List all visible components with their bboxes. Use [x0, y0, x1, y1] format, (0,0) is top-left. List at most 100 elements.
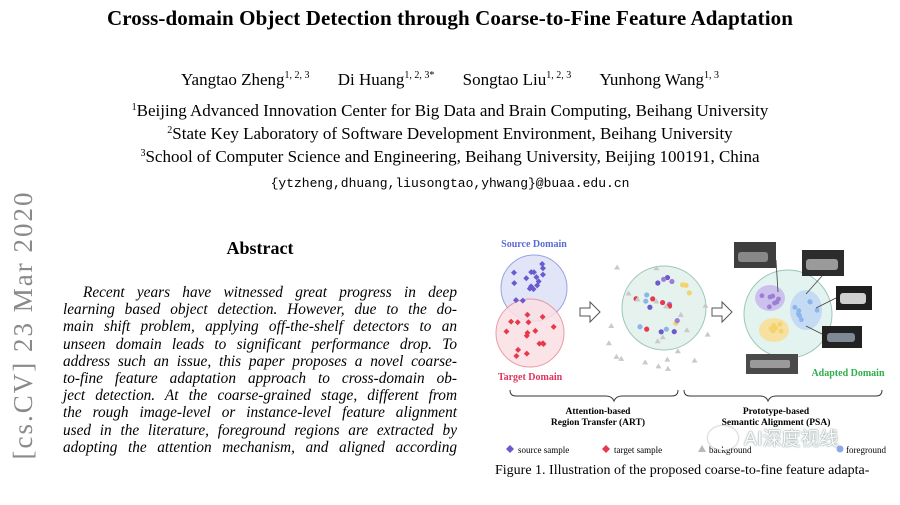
- sample-marker: [759, 293, 765, 299]
- legend-target: target sample: [614, 445, 662, 455]
- abstract-line: used in the literature, foreground regio…: [63, 421, 457, 439]
- sample-marker: [686, 290, 692, 296]
- car-shape: [750, 360, 790, 368]
- author-list: Yangtao Zheng1, 2, 3 Di Huang1, 2, 3* So…: [0, 70, 900, 90]
- sample-marker: [674, 318, 680, 324]
- blue-cluster: [790, 290, 822, 330]
- sample-marker: [814, 307, 820, 313]
- sample-marker: [702, 302, 709, 308]
- background-sample-markers: [605, 264, 711, 371]
- sample-marker: [655, 363, 662, 369]
- sample-marker: [659, 334, 666, 340]
- sample-marker: [674, 348, 681, 354]
- sample-marker: [659, 299, 666, 306]
- adapted-domain-label: Adapted Domain: [811, 368, 885, 379]
- sample-marker: [533, 274, 540, 281]
- sample-marker: [513, 352, 520, 359]
- abstract-heading: Abstract: [226, 238, 294, 258]
- sample-marker: [625, 290, 632, 296]
- target-legend-marker: [602, 445, 610, 453]
- sample-marker: [605, 340, 612, 346]
- watermark: AI深度视线: [708, 424, 839, 451]
- sample-marker: [539, 265, 546, 272]
- legend-background: background: [709, 445, 752, 455]
- sample-marker: [532, 327, 539, 334]
- method-illustration-figure: Source Domain Target Domain Adapted Doma…: [495, 239, 886, 455]
- sample-marker: [523, 275, 530, 282]
- paper-title: Cross-domain Object Detection through Co…: [106, 6, 794, 30]
- sample-marker: [664, 274, 671, 281]
- sample-marker: [539, 340, 546, 347]
- sample-marker: [523, 332, 530, 339]
- sample-marker: [642, 359, 649, 365]
- arxiv-stamp: [cs.CV] 23 Mar 2020: [8, 190, 38, 460]
- sample-marker: [671, 329, 677, 335]
- sample-marker: [792, 304, 798, 310]
- foreground-legend-marker: [836, 445, 844, 453]
- abstract-line: Recent years have witnessed great progre…: [83, 284, 457, 301]
- abstract-line: ject detection. At the coarse-grained st…: [63, 387, 457, 405]
- sample-marker: [539, 271, 546, 278]
- sample-marker: [523, 350, 530, 357]
- sample-marker: [614, 264, 621, 270]
- source-domain-label: Source Domain: [501, 239, 567, 250]
- sample-marker: [661, 276, 667, 282]
- author-emails[interactable]: {ytzheng,dhuang,liusongtao,yhwang}@buaa.…: [270, 176, 630, 191]
- arrow-icon: [711, 300, 733, 324]
- legend-foreground: foreground: [846, 445, 886, 455]
- sample-marker: [767, 304, 772, 310]
- pointer-line: [775, 259, 779, 293]
- sample-marker: [653, 265, 660, 271]
- sample-marker: [664, 356, 671, 362]
- sample-marker: [550, 323, 557, 330]
- sample-marker: [534, 282, 541, 289]
- sample-marker: [528, 269, 535, 276]
- sample-marker: [663, 303, 670, 309]
- sample-marker: [643, 298, 649, 304]
- psa-label: Semantic Alignment (PSA): [722, 417, 831, 428]
- car-shape: [840, 293, 866, 304]
- sample-marker: [654, 338, 661, 344]
- sample-marker: [634, 296, 641, 302]
- sample-marker: [767, 294, 773, 300]
- art-sample-markers: [633, 274, 692, 335]
- pointer-line: [815, 297, 837, 309]
- sample-marker: [503, 328, 510, 335]
- sample-marker: [637, 324, 643, 330]
- sample-marker: [647, 304, 653, 310]
- sample-marker: [677, 311, 684, 317]
- sample-marker: [539, 313, 546, 320]
- sample-marker: [526, 285, 533, 292]
- abstract-line: learning based object detection. However…: [63, 301, 457, 319]
- source-legend-marker: [506, 445, 514, 453]
- sample-marker: [535, 278, 542, 285]
- sample-marker: [655, 280, 661, 286]
- psa-sample-markers: [759, 293, 820, 334]
- sample-marker: [797, 313, 802, 319]
- target-domain-label: Target Domain: [498, 372, 563, 383]
- sample-marker: [653, 298, 660, 304]
- arrow-icon: [579, 300, 601, 324]
- sample-marker: [798, 317, 804, 323]
- car-shape: [738, 252, 768, 262]
- abstract-line: adopting the attention mechanism, and al…: [63, 438, 457, 456]
- sample-marker: [644, 292, 650, 298]
- author: Yunhong Wang1, 3: [599, 70, 720, 89]
- sample-marker: [511, 269, 518, 276]
- background-legend-marker: [698, 445, 706, 452]
- abstract-line: main shift problem, applying off-the-she…: [63, 318, 457, 336]
- sample-marker: [658, 329, 664, 335]
- sample-marker: [519, 297, 526, 304]
- pointer-line: [805, 325, 823, 335]
- psa-bracket: [683, 389, 883, 403]
- sample-marker: [669, 278, 675, 285]
- sample-marker: [536, 340, 543, 347]
- affiliation: 3School of Computer Science and Engineer…: [140, 147, 760, 166]
- wechat-logo-icon: [708, 425, 738, 450]
- sample-marker: [524, 311, 531, 318]
- sample-marker: [770, 328, 776, 334]
- sample-marker: [704, 331, 711, 337]
- art-label: Region Transfer (ART): [551, 417, 645, 428]
- psa-label: Prototype-based: [743, 407, 810, 417]
- abstract-line: the rough image-level or instance-level …: [63, 404, 457, 422]
